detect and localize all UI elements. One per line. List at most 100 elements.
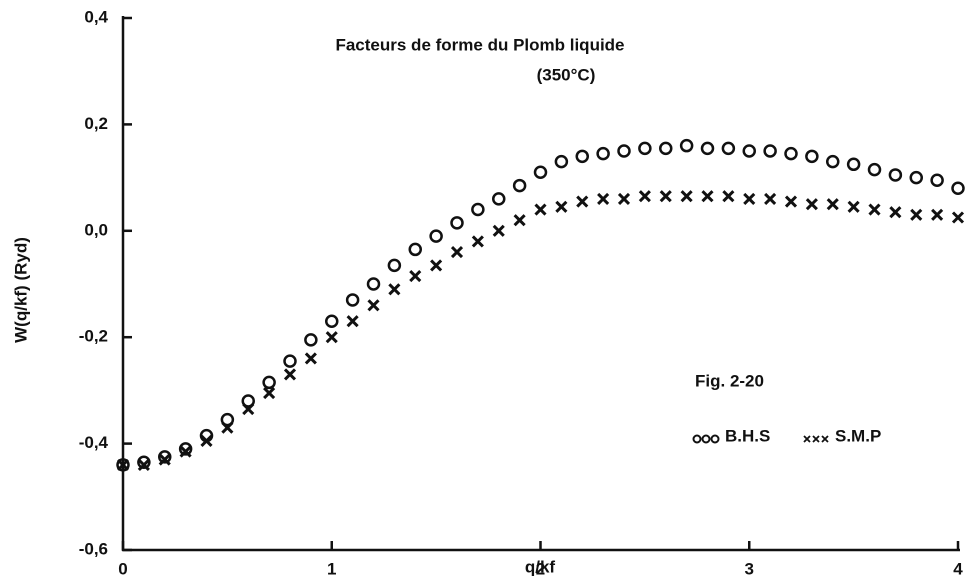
point (471, 202, 485, 217)
y-tick-label: -0,6 (79, 539, 108, 558)
point (784, 195, 798, 208)
point (659, 141, 673, 156)
point (492, 192, 506, 206)
point (429, 229, 443, 243)
x-tick-label: 4 (953, 559, 963, 578)
y-tick-label: -0,2 (79, 327, 108, 346)
x-tick-label: 0 (118, 559, 127, 578)
point (638, 190, 651, 203)
point (346, 315, 359, 328)
y-tick-label: 0,4 (84, 7, 108, 26)
chart-subtitle: (350°C) (537, 65, 596, 84)
point (471, 235, 484, 248)
point (576, 195, 589, 208)
point (137, 458, 150, 471)
point (909, 170, 923, 185)
point (826, 198, 839, 211)
point (366, 277, 381, 291)
point (846, 157, 861, 172)
point (575, 149, 589, 164)
x-tick-label: 1 (327, 559, 336, 578)
point (743, 192, 756, 205)
point (450, 246, 464, 259)
point (931, 208, 944, 221)
point (617, 192, 631, 205)
legend-marker (812, 435, 820, 443)
legend-label: B.H.S (725, 426, 770, 445)
point (304, 333, 318, 347)
point (283, 368, 297, 381)
point (533, 165, 548, 180)
point (388, 283, 401, 296)
point (534, 203, 547, 216)
point (659, 190, 672, 203)
point (325, 331, 338, 344)
point (784, 146, 798, 161)
point (241, 394, 255, 408)
point (554, 154, 569, 169)
chart-title: Facteurs de forme du Plomb liquide (335, 35, 624, 54)
point (220, 412, 235, 427)
point (951, 181, 965, 195)
point (283, 354, 297, 368)
point (847, 200, 860, 213)
point (242, 402, 255, 416)
point (722, 190, 735, 203)
legend-marker (692, 434, 702, 444)
point (701, 190, 714, 203)
point (178, 442, 193, 456)
point (116, 458, 130, 471)
legend-marker (803, 435, 811, 443)
legend-marker (701, 434, 711, 444)
point (450, 216, 464, 230)
y-tick-label: 0,0 (84, 220, 108, 239)
point (325, 314, 339, 328)
point (200, 434, 213, 448)
point (805, 149, 819, 164)
point (951, 211, 965, 224)
legend-label: S.M.P (835, 426, 881, 445)
point (304, 352, 317, 365)
point (763, 144, 777, 158)
point (889, 206, 902, 219)
point (910, 208, 923, 221)
point (826, 154, 840, 169)
point (867, 162, 882, 177)
point (679, 138, 694, 153)
point (805, 198, 818, 211)
y-axis-label: W(q/kf) (Ryd) (11, 237, 30, 343)
point (179, 445, 192, 458)
point (492, 224, 505, 237)
point (137, 455, 151, 469)
y-tick-label: -0,4 (79, 433, 109, 452)
point (617, 144, 631, 158)
point (263, 386, 276, 400)
point (387, 258, 402, 273)
x-tick-label: 3 (745, 559, 754, 578)
point (262, 375, 276, 390)
point (700, 141, 715, 156)
point (596, 146, 610, 161)
legend-marker (821, 435, 829, 443)
point (597, 192, 610, 205)
point (408, 242, 422, 257)
point (158, 450, 172, 464)
point (721, 141, 736, 156)
point (555, 200, 568, 213)
point (680, 190, 693, 203)
point (868, 203, 881, 216)
point (513, 214, 526, 227)
point (158, 453, 171, 466)
point (764, 192, 777, 205)
y-tick-label: 0,2 (84, 114, 108, 133)
point (221, 421, 234, 434)
point (930, 173, 944, 188)
x-axis-label: q/kf (525, 557, 556, 576)
point (116, 458, 130, 472)
legend-marker (710, 434, 720, 444)
point (409, 269, 422, 283)
point (367, 299, 380, 312)
point (430, 259, 443, 272)
point (345, 293, 360, 307)
